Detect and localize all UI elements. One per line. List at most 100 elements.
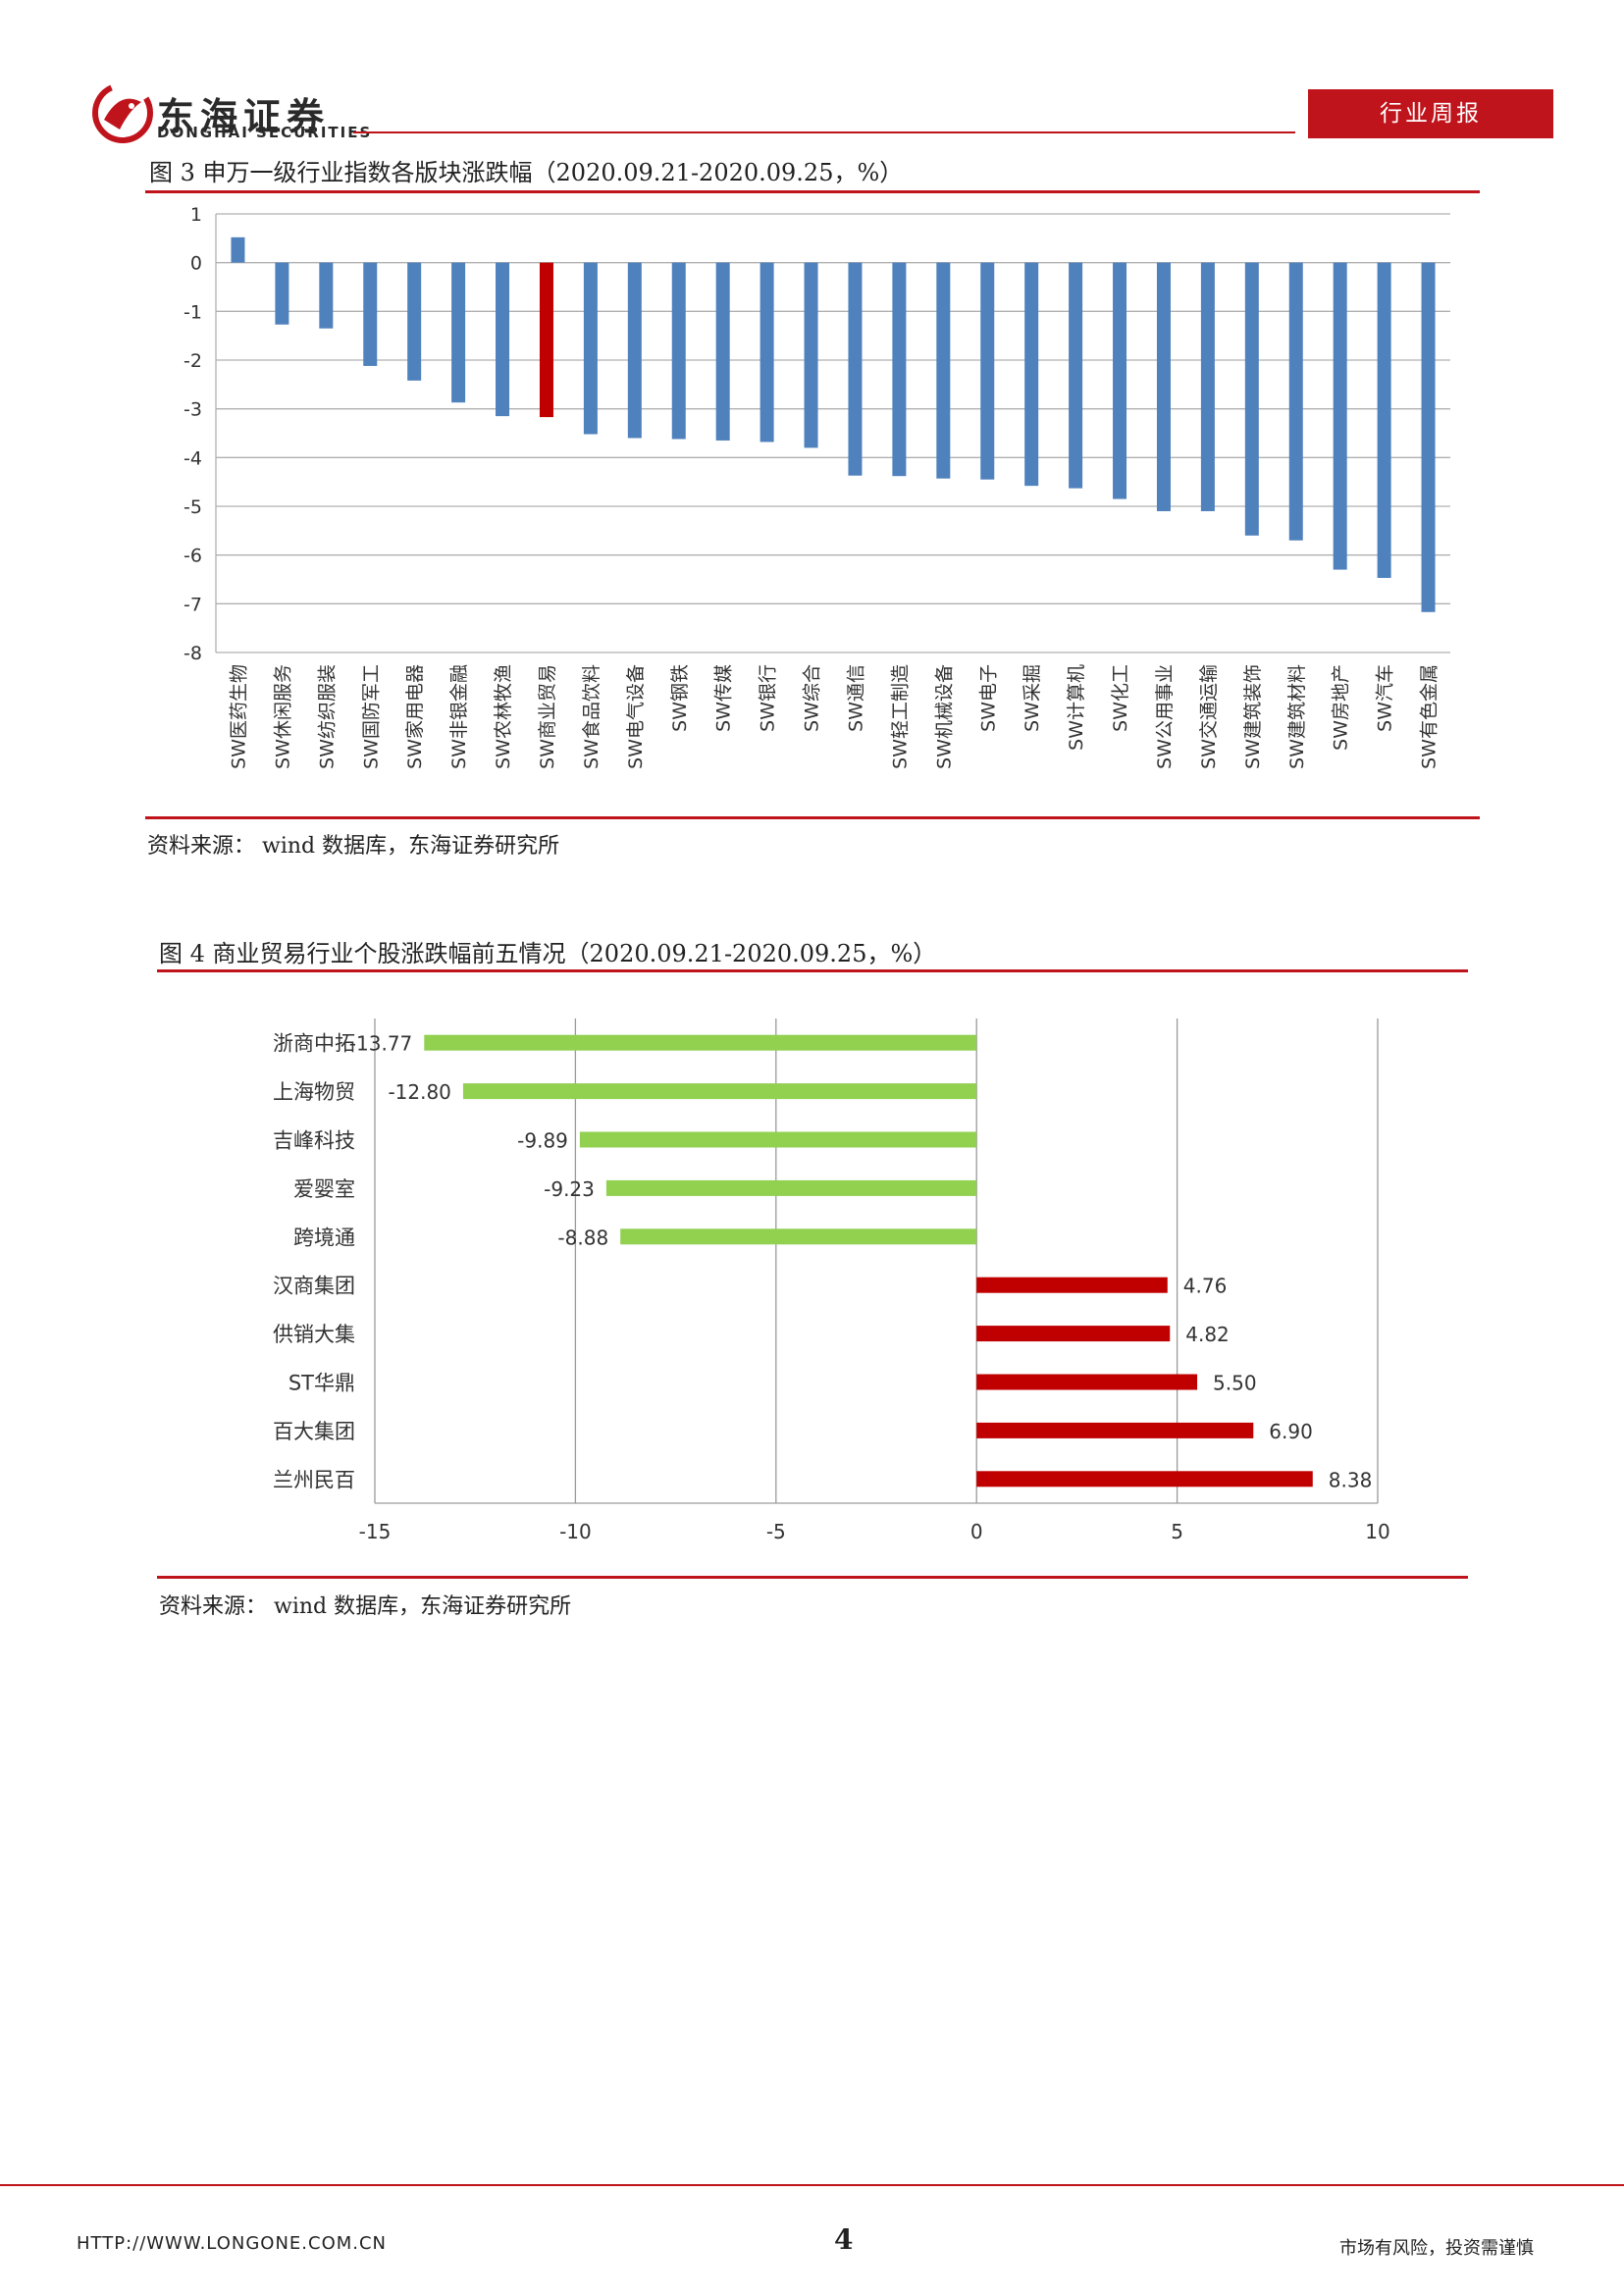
x-category-label: SW采掘 xyxy=(1022,664,1043,732)
bar xyxy=(583,262,598,435)
figure4-source: 资料来源： wind 数据库，东海证券研究所 xyxy=(159,1594,572,1619)
y-category-label: 上海物贸 xyxy=(273,1080,355,1104)
x-category-label: SW农林牧渔 xyxy=(493,664,514,769)
x-category-label: SW建筑装饰 xyxy=(1242,664,1264,769)
x-category-label: SW钢铁 xyxy=(669,664,691,732)
bar xyxy=(620,1228,977,1245)
brand-name-en: DONGHAI SECURITIES xyxy=(157,124,373,141)
bar xyxy=(1024,262,1039,487)
y-category-label: 汉商集团 xyxy=(273,1275,355,1298)
bar xyxy=(407,262,422,381)
data-label: -12.80 xyxy=(388,1080,450,1104)
report-type-badge: 行业周报 xyxy=(1308,89,1553,138)
bar xyxy=(424,1034,977,1051)
bar xyxy=(627,262,642,439)
bar xyxy=(976,1374,1198,1390)
x-category-label: SW医药生物 xyxy=(228,664,249,769)
y-tick-label: -1 xyxy=(183,301,202,323)
x-category-label: SW家用电器 xyxy=(404,664,426,769)
data-label: -13.77 xyxy=(349,1032,412,1056)
figure4-bottom-rule xyxy=(157,1576,1468,1579)
x-category-label: SW计算机 xyxy=(1066,664,1087,751)
x-category-label: SW休闲服务 xyxy=(272,664,293,769)
footer-divider xyxy=(0,2184,1624,2186)
x-category-label: SW商业贸易 xyxy=(537,664,558,769)
x-category-label: SW银行 xyxy=(758,664,779,732)
x-category-label: SW化工 xyxy=(1110,664,1131,732)
data-label: 8.38 xyxy=(1329,1468,1373,1491)
x-category-label: SW食品饮料 xyxy=(581,664,602,769)
data-label: 5.50 xyxy=(1213,1372,1257,1395)
x-category-label: SW机械设备 xyxy=(933,664,955,769)
bar xyxy=(760,262,774,443)
x-category-label: SW有色金属 xyxy=(1419,664,1441,769)
x-tick-label: 0 xyxy=(970,1520,983,1543)
bar xyxy=(980,262,995,480)
x-category-label: SW通信 xyxy=(845,664,866,732)
y-category-label: 供销大集 xyxy=(273,1323,355,1346)
y-category-label: 浙商中拓 xyxy=(273,1032,355,1056)
x-tick-label: 10 xyxy=(1365,1520,1389,1543)
bar xyxy=(976,1277,1168,1293)
figure3-top-rule xyxy=(145,190,1480,193)
figure4-title: 图 4 商业贸易行业个股涨跌幅前五情况（2020.09.21-2020.09.2… xyxy=(159,940,937,967)
data-label: -9.23 xyxy=(544,1177,595,1201)
y-category-label: 吉峰科技 xyxy=(273,1129,355,1153)
x-tick-label: -15 xyxy=(359,1520,392,1543)
bar xyxy=(462,1083,977,1100)
y-tick-label: -8 xyxy=(183,643,202,664)
bar xyxy=(579,1131,977,1148)
x-category-label: SW建筑材料 xyxy=(1286,664,1308,769)
figure3-bottom-rule xyxy=(145,816,1480,819)
y-tick-label: -4 xyxy=(183,447,202,469)
x-category-label: SW房地产 xyxy=(1331,664,1352,751)
y-tick-label: -3 xyxy=(183,399,202,421)
bar xyxy=(976,1422,1254,1438)
bar xyxy=(848,262,863,476)
bar xyxy=(804,262,818,448)
bar xyxy=(1200,262,1215,511)
y-tick-label: -7 xyxy=(183,594,202,615)
data-label: 4.82 xyxy=(1185,1323,1230,1346)
y-category-label: 爱婴室 xyxy=(293,1177,355,1201)
brand-name-cn: 东海证券 xyxy=(157,95,331,138)
footer-url[interactable]: HTTP://WWW.LONGONE.COM.CN xyxy=(77,2233,388,2254)
y-category-label: 跨境通 xyxy=(293,1226,355,1249)
figure4-chart: -15 -10 -5 0 5 10 浙商中拓-13.77 上海物贸 -12.80 吉峰科技 -9.8… xyxy=(273,1018,1390,1543)
bar xyxy=(1156,262,1171,511)
y-tick-label: -2 xyxy=(183,350,202,372)
figure3-title: 图 3 申万一级行业指数各版块涨跌幅（2020.09.21-2020.09.25… xyxy=(149,159,904,186)
x-category-label: SW公用事业 xyxy=(1154,664,1176,769)
bar xyxy=(1377,262,1391,579)
bar xyxy=(715,262,730,441)
x-tick-label: 5 xyxy=(1171,1520,1183,1543)
y-category-label: 兰州民百 xyxy=(273,1468,355,1491)
donghai-logo-icon xyxy=(92,82,153,143)
page-number: 4 xyxy=(834,2223,854,2256)
x-category-label: SW轻工制造 xyxy=(889,664,911,769)
bar xyxy=(275,262,289,325)
x-category-label: SW纺织服装 xyxy=(316,664,338,769)
data-label: 4.76 xyxy=(1183,1275,1228,1298)
header-divider xyxy=(353,131,1295,133)
y-tick-label: -5 xyxy=(183,496,202,518)
bar xyxy=(1333,262,1347,570)
figure3-source: 资料来源： wind 数据库，东海证券研究所 xyxy=(147,834,560,859)
x-category-label: SW国防军工 xyxy=(360,664,382,769)
bar xyxy=(1288,262,1303,541)
data-label: -8.88 xyxy=(557,1226,608,1249)
x-category-label: SW交通运输 xyxy=(1198,664,1220,769)
y-tick-label: -6 xyxy=(183,546,202,567)
figure3-chart: 1 0 -1 -2 -3 -4 -5 -6 -7 -8 SW医药生物 SW休闲服务 SW纺织服装 SW国防… xyxy=(183,204,1450,769)
figure4-top-rule xyxy=(157,969,1468,972)
bar xyxy=(1244,262,1259,536)
bar xyxy=(231,236,245,263)
bar xyxy=(936,262,951,479)
x-category-label: SW非银金融 xyxy=(448,664,470,769)
bar xyxy=(319,262,334,329)
y-category-label: ST华鼎 xyxy=(288,1372,355,1395)
y-tick-label: 0 xyxy=(190,253,202,275)
bar xyxy=(892,262,907,477)
data-label: -9.89 xyxy=(517,1129,568,1153)
data-label: 6.90 xyxy=(1269,1420,1313,1443)
